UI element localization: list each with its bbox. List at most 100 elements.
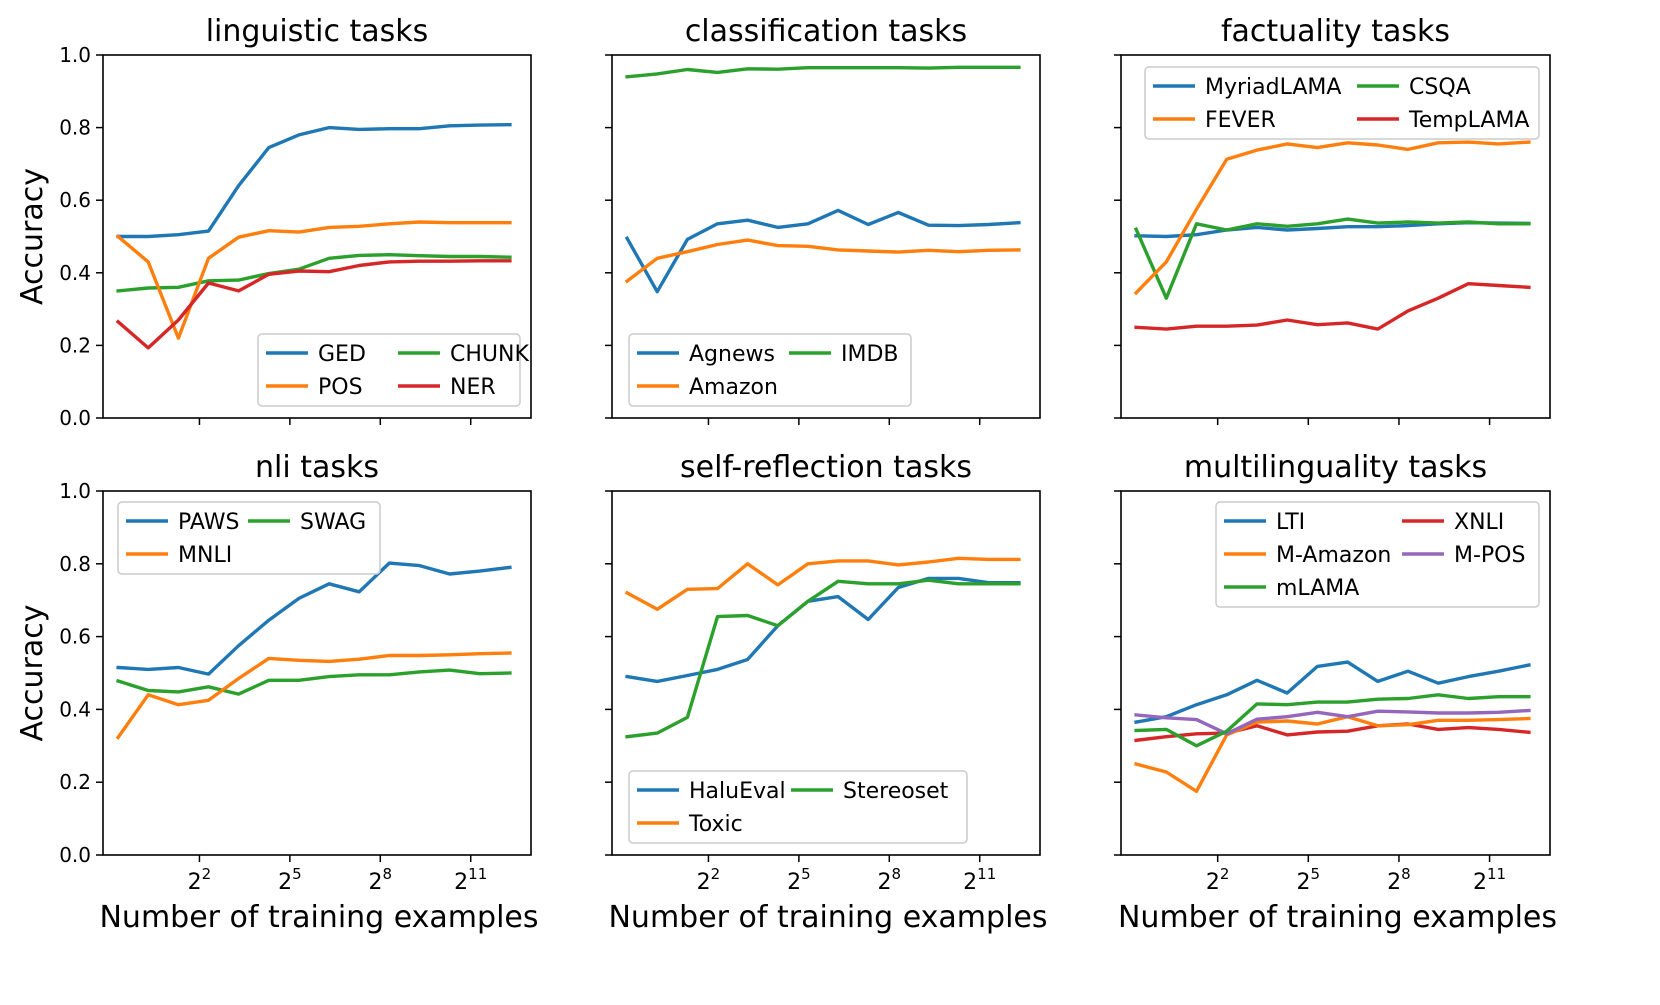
- x-tick-label: 28: [369, 865, 393, 895]
- y-tick-label: 1.0: [59, 43, 91, 67]
- legend-label: MyriadLAMA: [1205, 75, 1341, 100]
- x-tick-label: 211: [454, 865, 487, 895]
- y-tick-label: 0.4: [59, 261, 91, 285]
- legend-label: IMDB: [841, 342, 899, 367]
- x-tick-exponent: 2: [711, 865, 721, 883]
- legend-frame: [1144, 66, 1540, 140]
- legend-label: mLAMA: [1276, 576, 1359, 601]
- series-line-Agnews: [624, 208, 1021, 294]
- y-axis-label: Accuracy: [15, 168, 50, 305]
- x-tick-exponent: 8: [1401, 865, 1411, 883]
- axes-frame: [611, 490, 1041, 856]
- legend-label: MNLI: [178, 543, 232, 568]
- x-tick-base: 2: [1387, 870, 1401, 895]
- series-line-IMDB: [625, 65, 1021, 79]
- x-tick-label: 25: [278, 865, 302, 895]
- x-tick-base: 2: [278, 870, 292, 895]
- panel-title: linguistic tasks: [206, 14, 429, 49]
- panel-title: nli tasks: [255, 450, 379, 485]
- legend-label: PAWS: [178, 510, 239, 535]
- y-tick-label: 1.0: [59, 479, 91, 503]
- y-tick-label: 0.0: [59, 406, 91, 430]
- legend-label: M-POS: [1454, 543, 1525, 568]
- series-line-FEVER: [1133, 140, 1531, 296]
- x-tick-label: 22: [188, 865, 212, 895]
- axes-frame: [102, 490, 532, 856]
- x-tick-label: 22: [697, 865, 721, 895]
- x-tick-exponent: 5: [292, 865, 302, 883]
- legend-label: M-Amazon: [1276, 543, 1391, 568]
- x-tick-exponent: 11: [977, 865, 996, 883]
- series-line-LTI: [1134, 660, 1531, 725]
- legend: HaluEval Stereoset Toxic: [628, 770, 968, 844]
- x-tick-label: 22: [1206, 865, 1230, 895]
- x-tick-label: 211: [1473, 865, 1506, 895]
- y-tick-label: 0.6: [59, 188, 91, 212]
- x-tick-label: 25: [787, 865, 811, 895]
- x-tick-base: 2: [1206, 870, 1220, 895]
- axes-frame: [1120, 490, 1551, 856]
- legend-label: TempLAMA: [1408, 108, 1529, 133]
- x-tick-base: 2: [878, 870, 892, 895]
- panel-title: self-reflection tasks: [680, 450, 972, 485]
- series-line-CSQA: [1133, 217, 1531, 300]
- series-line-Amazon: [624, 238, 1021, 284]
- legend-label: GED: [318, 342, 366, 367]
- x-tick-exponent: 11: [1487, 865, 1506, 883]
- x-tick-base: 2: [188, 870, 202, 895]
- legend-label: HaluEval: [689, 779, 786, 804]
- panel-title: multilinguality tasks: [1184, 450, 1487, 485]
- series-line-Stereoset: [625, 578, 1021, 739]
- x-axis-label: Number of training examples: [1118, 900, 1557, 935]
- legend-label: POS: [318, 375, 363, 400]
- x-tick-label: 25: [1297, 865, 1321, 895]
- series-line-mLAMA: [1134, 693, 1531, 748]
- legend-label: XNLI: [1454, 510, 1504, 535]
- panel-2: classification tasks Agnews IMDB Amazon: [605, 14, 1041, 425]
- legend-label: Stereoset: [843, 779, 949, 804]
- series-line-CHUNK: [116, 252, 512, 293]
- series-line-PAWS: [116, 561, 512, 676]
- panel-title: classification tasks: [685, 14, 967, 49]
- x-tick-exponent: 5: [1311, 865, 1321, 883]
- series-line-M-POS: [1134, 708, 1531, 736]
- axes-frame: [102, 54, 532, 419]
- y-tick-label: 0.6: [59, 625, 91, 649]
- x-tick-exponent: 2: [1220, 865, 1230, 883]
- legend: GED CHUNK POS NER: [257, 333, 529, 407]
- series-line-GED: [116, 122, 512, 239]
- x-tick-exponent: 5: [801, 865, 811, 883]
- y-tick-label: 0.8: [59, 116, 91, 140]
- series-line-HaluEval: [625, 576, 1021, 684]
- legend: LTI XNLI M-Amazon M-POS mLAMA: [1215, 501, 1540, 608]
- series-line-SWAG: [115, 668, 512, 696]
- y-tick-label: 0.0: [59, 843, 91, 867]
- legend-frame: [1215, 501, 1540, 608]
- axes-frame: [611, 54, 1041, 419]
- series-line-TempLAMA: [1134, 282, 1531, 331]
- x-tick-base: 2: [787, 870, 801, 895]
- legend-frame: [628, 770, 968, 844]
- x-tick-label: 211: [963, 865, 996, 895]
- panel-1: linguistic tasks 0.0 0.2 0.4 0.6 0.8 1.0 Accura…: [15, 14, 532, 430]
- series-line-MNLI: [115, 651, 512, 740]
- legend: PAWS SWAG MNLI: [117, 501, 381, 575]
- x-tick-base: 2: [697, 870, 711, 895]
- series-line-XNLI: [1134, 722, 1531, 743]
- x-tick-exponent: 2: [202, 865, 212, 883]
- panel-3: factuality tasks MyriadLAMA CSQA FEVER TempL…: [1114, 14, 1551, 425]
- axes-frame: [1120, 54, 1551, 419]
- legend-label: FEVER: [1205, 108, 1276, 133]
- legend-label: CHUNK: [450, 342, 529, 367]
- legend-label: Toxic: [688, 812, 743, 837]
- x-axis-label: Number of training examples: [99, 900, 538, 935]
- series-line-Toxic: [624, 556, 1021, 611]
- x-axis-label: Number of training examples: [608, 900, 1047, 935]
- legend-label: LTI: [1276, 510, 1305, 535]
- x-tick-label: 28: [878, 865, 902, 895]
- y-tick-label: 0.2: [59, 770, 91, 794]
- legend-frame: [628, 333, 912, 407]
